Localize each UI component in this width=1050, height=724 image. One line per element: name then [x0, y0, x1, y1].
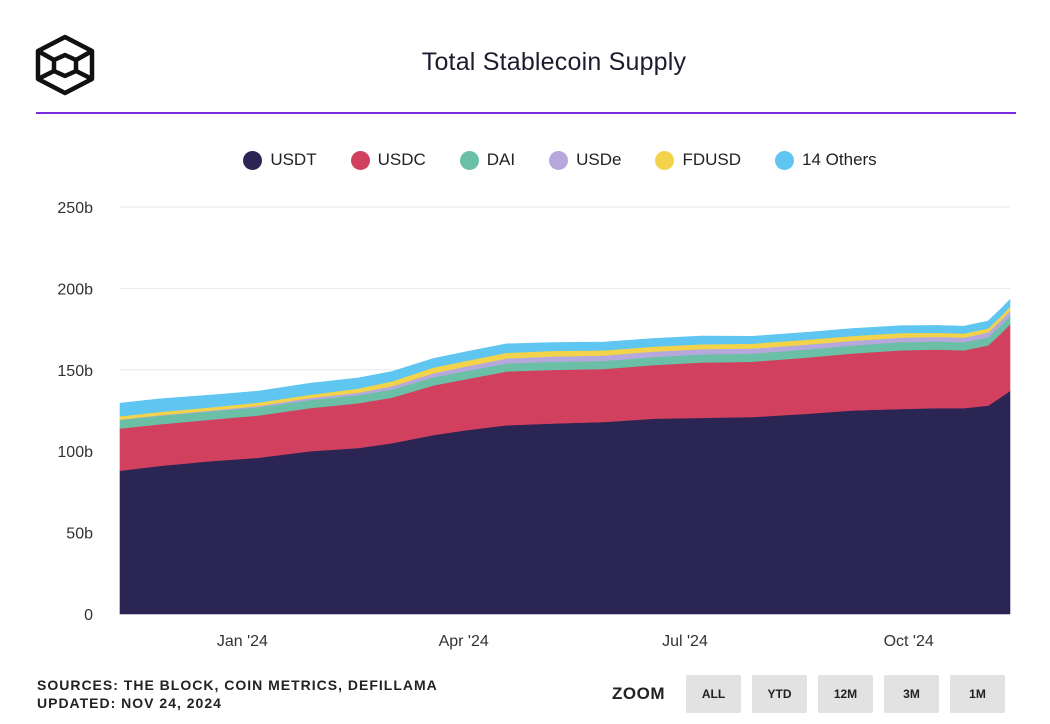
legend-label-fdusd: FDUSD	[682, 150, 742, 169]
sources-note: SOURCES: THE BLOCK, COIN METRICS, DEFILL…	[37, 676, 438, 712]
x-tick-label: Jul '24	[662, 633, 708, 650]
legend: USDT USDC DAI USDe FDUSD 14 Others	[0, 150, 1050, 170]
updated-text: UPDATED: NOV 24, 2024	[37, 695, 222, 711]
legend-swatch-dai	[459, 150, 479, 170]
legend-item-others[interactable]: 14 Others	[775, 150, 877, 170]
legend-swatch-usde	[549, 150, 569, 170]
x-tick-label: Apr '24	[439, 633, 489, 650]
zoom-buttons: ALL YTD 12M 3M 1M	[686, 675, 1005, 713]
legend-item-usdc[interactable]: USDC	[350, 150, 426, 170]
legend-label-dai: DAI	[486, 150, 516, 169]
y-tick-label: 100b	[57, 444, 93, 461]
area-series	[119, 298, 1011, 615]
y-tick-label: 200b	[57, 281, 93, 298]
legend-swatch-others	[775, 150, 795, 170]
x-tick-label: Jan '24	[217, 633, 268, 650]
zoom-12m-button[interactable]: 12M	[818, 675, 873, 713]
chart-title: Total Stablecoin Supply	[421, 48, 687, 76]
y-axis-ticks: 0 50b 100b 150b 200b 250b	[57, 200, 93, 624]
legend-item-dai[interactable]: DAI	[459, 150, 516, 170]
x-axis-ticks: Jan '24 Apr '24 Jul '24 Oct '24	[217, 633, 934, 650]
legend-label-others: 14 Others	[802, 150, 877, 169]
zoom-1m-button[interactable]: 1M	[950, 675, 1005, 713]
zoom-ytd-button[interactable]: YTD	[752, 675, 807, 713]
legend-label-usde: USDe	[576, 150, 622, 169]
y-tick-label: 50b	[66, 526, 93, 543]
legend-swatch-usdt	[243, 150, 263, 170]
zoom-label: ZOOM	[612, 684, 665, 703]
y-tick-label: 150b	[57, 363, 93, 380]
y-tick-label: 250b	[57, 200, 93, 217]
legend-swatch-usdc	[350, 150, 370, 170]
cube-logo-icon	[35, 34, 95, 96]
zoom-3m-button[interactable]: 3M	[884, 675, 939, 713]
legend-label-usdt: USDT	[270, 150, 317, 169]
legend-item-fdusd[interactable]: FDUSD	[655, 150, 741, 170]
y-tick-label: 0	[84, 607, 93, 624]
title-divider	[36, 112, 1016, 114]
legend-swatch-fdusd	[655, 150, 675, 170]
zoom-all-button[interactable]: ALL	[686, 675, 741, 713]
area-14-others[interactable]	[119, 298, 1011, 417]
legend-label-usdc: USDC	[377, 150, 426, 169]
legend-item-usdt[interactable]: USDT	[243, 150, 317, 170]
x-tick-label: Oct '24	[884, 633, 934, 650]
sources-text: SOURCES: THE BLOCK, COIN METRICS, DEFILL…	[37, 677, 438, 693]
legend-item-usde[interactable]: USDe	[549, 150, 621, 170]
